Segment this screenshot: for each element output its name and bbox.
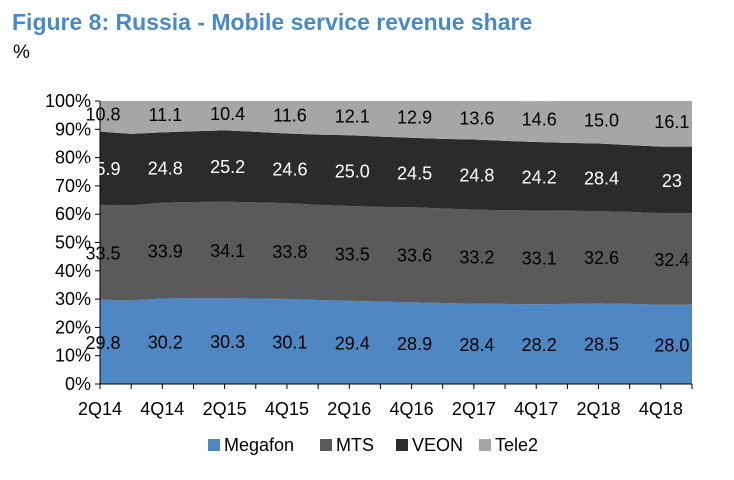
y-tick-label: 60% xyxy=(55,204,91,224)
data-label-megafon: 30.2 xyxy=(148,332,183,352)
x-tick-label: 4Q15 xyxy=(265,399,309,419)
data-label-mts: 33.1 xyxy=(522,248,557,268)
y-tick-label: 80% xyxy=(55,148,91,168)
y-tick-label: 30% xyxy=(55,289,91,309)
data-label-megafon: 30.3 xyxy=(210,332,245,352)
data-label-tele2: 10.4 xyxy=(210,104,245,124)
y-tick-label: 70% xyxy=(55,176,91,196)
x-tick-label: 2Q14 xyxy=(78,399,122,419)
data-label-veon: 23 xyxy=(662,171,682,191)
data-label-megafon: 29.4 xyxy=(335,333,370,353)
data-label-tele2: 15.0 xyxy=(584,110,619,130)
y-tick-label: 40% xyxy=(55,261,91,281)
data-label-megafon: 30.1 xyxy=(272,332,307,352)
data-label-tele2: 14.6 xyxy=(522,110,557,130)
data-label-mts: 33.9 xyxy=(148,242,183,262)
y-tick-label: 50% xyxy=(55,233,91,253)
data-label-mts: 32.4 xyxy=(654,250,689,270)
data-label-megafon: 29.8 xyxy=(85,333,120,353)
data-label-veon: 28.4 xyxy=(584,168,619,188)
data-label-veon: 24.6 xyxy=(272,159,307,179)
data-label-tele2: 13.6 xyxy=(459,108,494,128)
y-tick-label: 0% xyxy=(65,374,91,394)
legend-swatch-veon xyxy=(396,439,408,451)
legend-label-tele2: Tele2 xyxy=(495,435,538,455)
legend-label-veon: VEON xyxy=(412,435,463,455)
data-label-mts: 34.1 xyxy=(210,241,245,261)
data-label-tele2: 12.1 xyxy=(335,106,370,126)
x-tick-label: 4Q18 xyxy=(639,399,683,419)
data-label-mts: 33.8 xyxy=(272,242,307,262)
y-tick-label: 100% xyxy=(45,91,91,111)
legend-label-mts: MTS xyxy=(336,435,374,455)
y-tick-label: 90% xyxy=(55,119,91,139)
data-label-mts: 33.2 xyxy=(459,248,494,268)
data-label-megafon: 28.0 xyxy=(654,335,689,355)
data-label-veon: 25.0 xyxy=(335,162,370,182)
legend-label-megafon: Megafon xyxy=(224,435,294,455)
data-label-veon: 24.8 xyxy=(148,159,183,179)
area-mts xyxy=(100,201,692,305)
data-label-veon: 24.5 xyxy=(397,163,432,183)
area-tele2 xyxy=(100,101,692,147)
x-tick-label: 2Q16 xyxy=(327,399,371,419)
y-tick-label: 10% xyxy=(55,346,91,366)
data-label-mts: 32.6 xyxy=(584,248,619,268)
x-tick-label: 4Q17 xyxy=(514,399,558,419)
data-label-mts: 33.5 xyxy=(335,244,370,264)
legend-swatch-mts xyxy=(320,439,332,451)
data-label-tele2: 11.6 xyxy=(273,105,307,125)
data-label-tele2: 12.9 xyxy=(397,108,432,128)
data-label-megafon: 28.2 xyxy=(522,335,557,355)
data-label-veon: 25.2 xyxy=(210,157,245,177)
x-tick-label: 4Q16 xyxy=(390,399,434,419)
x-tick-label: 4Q14 xyxy=(140,399,184,419)
area-megafon xyxy=(100,298,692,384)
data-label-tele2: 10.8 xyxy=(85,104,120,124)
y-tick-label: 20% xyxy=(55,317,91,337)
data-label-megafon: 28.9 xyxy=(397,334,432,354)
data-label-tele2: 16.1 xyxy=(654,112,689,132)
data-label-veon: 24.2 xyxy=(522,167,557,187)
data-label-mts: 33.5 xyxy=(85,243,120,263)
area-veon xyxy=(100,130,692,214)
data-label-tele2: 11.1 xyxy=(148,105,182,125)
chart-title: Figure 8: Russia - Mobile service revenu… xyxy=(12,9,533,35)
unit-label: % xyxy=(13,42,30,63)
data-label-veon: 24.8 xyxy=(459,166,494,186)
x-tick-label: 2Q15 xyxy=(203,399,247,419)
data-label-megafon: 28.4 xyxy=(459,335,494,355)
legend-swatch-megafon xyxy=(208,439,220,451)
x-tick-label: 2Q17 xyxy=(452,399,496,419)
data-label-megafon: 28.5 xyxy=(584,335,619,355)
data-label-veon: 25.9 xyxy=(85,159,120,179)
legend-swatch-tele2 xyxy=(479,439,491,451)
x-tick-label: 2Q18 xyxy=(577,399,621,419)
data-label-mts: 33.6 xyxy=(397,246,432,266)
